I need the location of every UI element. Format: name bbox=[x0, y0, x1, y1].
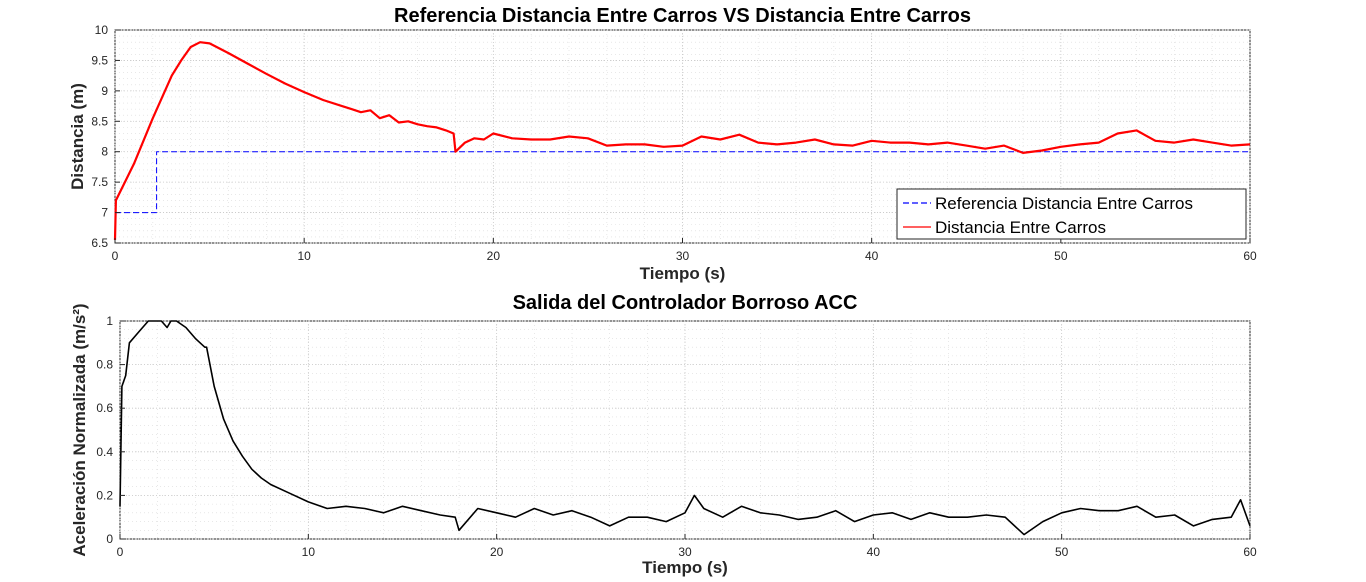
legend-box bbox=[896, 188, 1247, 240]
y-tick-label: 6.5 bbox=[91, 236, 108, 250]
x-axis-label: Tiempo (s) bbox=[642, 558, 728, 577]
grid bbox=[114, 29, 1251, 244]
x-tick-label: 0 bbox=[117, 545, 124, 559]
y-tick-label: 9 bbox=[101, 84, 108, 98]
y-tick-label: 0.6 bbox=[96, 401, 113, 415]
x-axis-label: Tiempo (s) bbox=[640, 264, 726, 283]
y-tick-label: 0.4 bbox=[96, 445, 113, 459]
chart-title: Referencia Distancia Entre Carros VS Dis… bbox=[394, 5, 971, 27]
x-tick-label: 0 bbox=[112, 249, 119, 263]
x-tick-label: 30 bbox=[676, 249, 690, 263]
series-group bbox=[113, 41, 1251, 241]
x-tick-label: 30 bbox=[678, 545, 692, 559]
y-tick-label: 0 bbox=[106, 532, 113, 546]
controller-output-chart: 0 10 20 30 40 50 60 0 0.2 0.4 0.6 0.8 1 Salida del C… bbox=[70, 292, 1257, 577]
x-tick-label: 60 bbox=[1243, 545, 1257, 559]
y-axis-label: Aceleración Normalizada (m/s²) bbox=[70, 303, 89, 556]
tick-labels: 0 10 20 30 40 50 60 6.5 7 7.5 8 8.5 9 9.5 10 bbox=[91, 23, 1257, 263]
y-tick-label: 1 bbox=[106, 314, 113, 328]
distance-chart: 0 10 20 30 40 50 60 6.5 7 7.5 8 8.5 9 9.5 10 Referenci… bbox=[68, 5, 1257, 283]
series-line-0 bbox=[115, 151, 1250, 214]
x-tick-label: 50 bbox=[1054, 249, 1068, 263]
x-tick-label: 50 bbox=[1055, 545, 1069, 559]
x-tick-label: 20 bbox=[487, 249, 501, 263]
y-tick-label: 0.2 bbox=[96, 488, 113, 502]
x-tick-label: 40 bbox=[865, 249, 879, 263]
legend-label-reference: Referencia Distancia Entre Carros bbox=[935, 194, 1193, 213]
y-tick-label: 7 bbox=[101, 206, 108, 220]
grid bbox=[119, 320, 1251, 540]
series-line-0 bbox=[119, 320, 1251, 536]
x-tick-label: 20 bbox=[490, 545, 504, 559]
x-tick-label: 60 bbox=[1243, 249, 1257, 263]
y-tick-label: 10 bbox=[95, 23, 109, 37]
series-line-1 bbox=[113, 41, 1251, 241]
x-tick-label: 10 bbox=[302, 545, 316, 559]
y-tick-label: 7.5 bbox=[91, 175, 108, 189]
tick-labels: 0 10 20 30 40 50 60 0 0.2 0.4 0.6 0.8 1 bbox=[96, 314, 1257, 559]
series-group bbox=[119, 320, 1251, 536]
chart-title: Salida del Controlador Borroso ACC bbox=[513, 292, 858, 314]
legend: Referencia Distancia Entre Carros Distan… bbox=[896, 188, 1247, 240]
x-tick-label: 40 bbox=[867, 545, 881, 559]
y-axis-label: Distancia (m) bbox=[68, 83, 87, 190]
y-tick-label: 8.5 bbox=[91, 114, 108, 128]
y-tick-label: 8 bbox=[101, 145, 108, 159]
y-tick-label: 0.8 bbox=[96, 358, 113, 372]
x-tick-label: 10 bbox=[297, 249, 311, 263]
y-tick-label: 9.5 bbox=[91, 53, 108, 67]
legend-label-distance: Distancia Entre Carros bbox=[935, 218, 1106, 237]
